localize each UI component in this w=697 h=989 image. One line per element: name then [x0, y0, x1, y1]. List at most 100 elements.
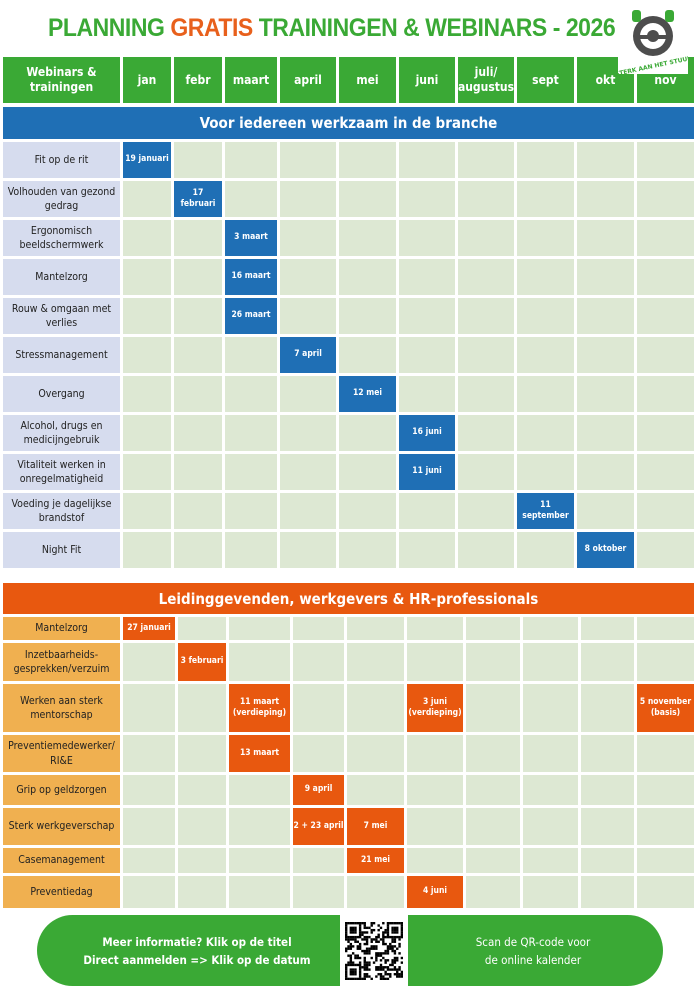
month-cell — [399, 181, 455, 217]
training-label[interactable]: Preventiemedewerker/ RI&E — [3, 735, 120, 772]
month-header: febr — [174, 57, 222, 103]
training-label[interactable]: Vitaliteit werken in onregelmatigheid — [3, 454, 120, 490]
month-header: jan — [123, 57, 171, 103]
month-cell — [637, 181, 694, 217]
month-header: juli/ augustus — [458, 57, 514, 103]
month-cell — [466, 876, 520, 908]
month-cell — [339, 220, 396, 256]
footer-signup-text: Direct aanmelden => Klik op de datum — [83, 953, 311, 968]
training-label[interactable]: Sterk werkgeverschap — [3, 808, 120, 845]
date-link[interactable]: 27 januari — [123, 617, 175, 640]
date-link[interactable]: 12 mei — [339, 376, 396, 412]
date-link[interactable]: 19 januari — [123, 142, 171, 178]
training-label[interactable]: Preventiedag — [3, 876, 120, 908]
section-banner-everyone: Voor iedereen werkzaam in de branche — [3, 107, 694, 139]
month-cell — [280, 493, 336, 529]
date-link[interactable]: 3 maart — [225, 220, 277, 256]
footer-banner: Meer informatie? Klik op de titel Direct … — [37, 915, 663, 986]
training-label[interactable]: Night Fit — [3, 532, 120, 568]
month-cell: 3 juni (verdieping) — [407, 684, 463, 732]
month-header: april — [280, 57, 336, 103]
month-cell — [399, 532, 455, 568]
schedule-managers: Mantelzorg 27 januari Inzetbaarheids-gespr… — [3, 617, 694, 908]
date-link[interactable]: 7 april — [280, 337, 336, 373]
month-cell — [178, 848, 226, 873]
month-cell — [225, 337, 277, 373]
month-cell — [466, 808, 520, 845]
training-label[interactable]: Mantelzorg — [3, 617, 120, 640]
date-link[interactable]: 16 juni — [399, 415, 455, 451]
month-header: maart — [225, 57, 277, 103]
month-cell: 11 juni — [399, 454, 455, 490]
month-cell — [637, 808, 694, 845]
month-cell — [517, 220, 574, 256]
date-link[interactable]: 16 maart — [225, 259, 277, 295]
date-link[interactable]: 11 maart (verdieping) — [229, 684, 290, 732]
training-label[interactable]: Mantelzorg — [3, 259, 120, 295]
training-label[interactable]: Werken aan sterk mentorschap — [3, 684, 120, 732]
month-cell — [581, 808, 634, 845]
month-cell — [637, 337, 694, 373]
date-link[interactable]: 3 juni (verdieping) — [407, 684, 463, 732]
date-link[interactable]: 3 februari — [178, 643, 226, 681]
month-cell — [225, 493, 277, 529]
month-cell — [123, 735, 175, 772]
month-cell — [458, 376, 514, 412]
training-label[interactable]: Alcohol, drugs en medicijngebruik — [3, 415, 120, 451]
month-cell — [225, 142, 277, 178]
date-link[interactable]: 26 maart — [225, 298, 277, 334]
training-label[interactable]: Inzetbaarheids-gesprekken/verzuim — [3, 643, 120, 681]
month-cell: 16 juni — [399, 415, 455, 451]
date-link[interactable]: 7 mei — [347, 808, 404, 845]
month-cell — [347, 643, 404, 681]
month-header-row: Webinars & trainingen jan febr maart april me… — [3, 57, 694, 103]
month-cell — [407, 808, 463, 845]
month-cell — [174, 298, 222, 334]
training-label[interactable]: Grip op geldzorgen — [3, 775, 120, 805]
training-label[interactable]: Rouw & omgaan met verlies — [3, 298, 120, 334]
date-link[interactable]: 4 juni — [407, 876, 463, 908]
month-cell — [407, 617, 463, 640]
date-link[interactable]: 13 maart — [229, 735, 290, 772]
month-cell — [637, 259, 694, 295]
date-link[interactable]: 11 september — [517, 493, 574, 529]
date-link[interactable]: 17 februari — [174, 181, 222, 217]
month-cell — [174, 142, 222, 178]
month-cell — [577, 415, 634, 451]
date-link[interactable]: 5 november (basis) — [637, 684, 694, 732]
training-label[interactable]: Voeding je dagelijkse brandstof — [3, 493, 120, 529]
date-link[interactable]: 9 april — [293, 775, 344, 805]
date-link[interactable]: 8 oktober — [577, 532, 634, 568]
month-cell — [399, 376, 455, 412]
month-cell — [577, 142, 634, 178]
training-label[interactable]: Casemanagement — [3, 848, 120, 873]
month-cell — [637, 415, 694, 451]
month-cell — [225, 376, 277, 412]
training-label[interactable]: Fit op de rit — [3, 142, 120, 178]
training-label[interactable]: Stressmanagement — [3, 337, 120, 373]
month-cell — [123, 684, 175, 732]
training-label[interactable]: Overgang — [3, 376, 120, 412]
month-cell — [280, 454, 336, 490]
month-cell — [178, 735, 226, 772]
month-cell — [174, 454, 222, 490]
month-cell — [347, 617, 404, 640]
month-cell — [339, 298, 396, 334]
training-label[interactable]: Volhouden van gezond gedrag — [3, 181, 120, 217]
qr-code[interactable] — [340, 915, 408, 986]
month-cell — [339, 337, 396, 373]
month-cell — [174, 220, 222, 256]
header-label: Webinars & trainingen — [3, 57, 120, 103]
date-link[interactable]: 11 juni — [399, 454, 455, 490]
page-title[interactable]: PLANNING GRATIS TRAININGEN & WEBINARS - … — [48, 14, 616, 43]
month-cell — [577, 337, 634, 373]
month-cell — [280, 259, 336, 295]
month-cell — [339, 259, 396, 295]
date-link[interactable]: 2 + 23 april — [293, 808, 344, 845]
month-cell — [523, 775, 578, 805]
month-header: juni — [399, 57, 455, 103]
date-link[interactable]: 21 mei — [347, 848, 404, 873]
title-highlight: GRATIS — [170, 14, 253, 42]
month-cell — [637, 735, 694, 772]
training-label[interactable]: Ergonomisch beeldschermwerk — [3, 220, 120, 256]
